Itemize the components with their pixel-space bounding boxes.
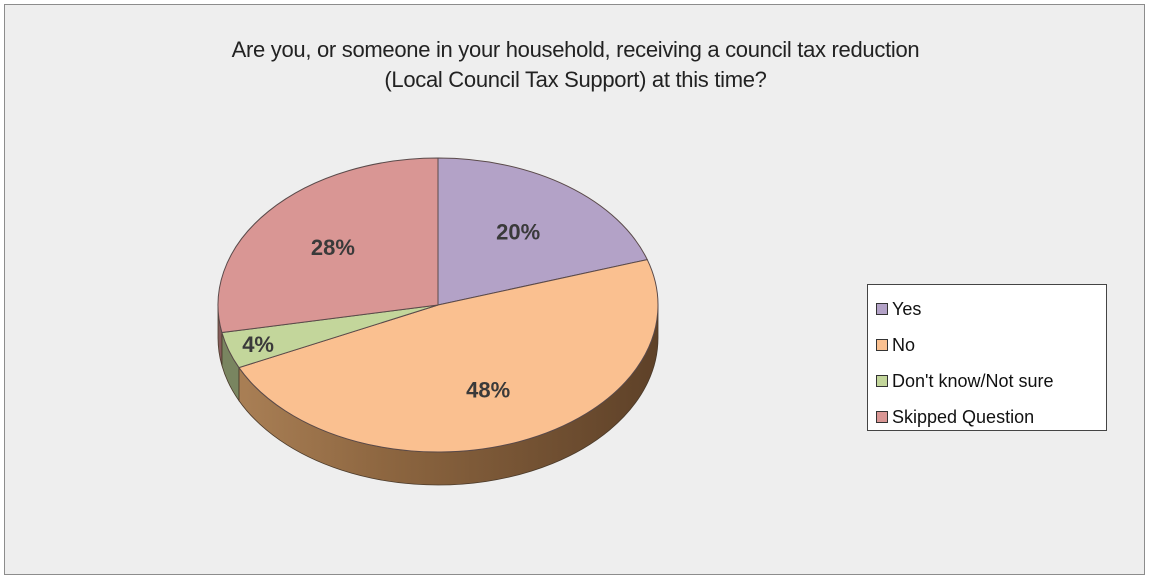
legend-label-skipped: Skipped Question bbox=[892, 406, 1035, 427]
legend-item-yes: Yes bbox=[876, 291, 1106, 327]
pie-labels-layer: 20% 48% 4% 28% bbox=[242, 219, 540, 402]
pie-slice-skipped bbox=[217, 157, 439, 334]
legend-label-dont-know: Don't know/Not sure bbox=[892, 370, 1054, 391]
legend-swatch-no bbox=[876, 339, 888, 351]
legend-swatch-yes bbox=[876, 303, 888, 315]
legend-label-no: No bbox=[892, 334, 916, 355]
pie-slice-yes bbox=[437, 157, 648, 306]
legend-swatch-dont-know bbox=[876, 375, 888, 387]
legend-item-dont-know: Don't know/Not sure bbox=[876, 363, 1106, 399]
data-label-yes: 20% bbox=[496, 219, 540, 244]
pie-slice-no bbox=[238, 259, 659, 453]
legend-swatch-skipped bbox=[876, 411, 888, 423]
data-label-skipped: 28% bbox=[311, 235, 355, 260]
chart-title: Are you, or someone in your household, r… bbox=[5, 35, 1146, 95]
chart-title-line-2: (Local Council Tax Support) at this time… bbox=[384, 67, 767, 92]
data-label-no: 48% bbox=[466, 378, 510, 403]
legend: Yes No Don't know/Not sure Skipped Quest… bbox=[867, 284, 1107, 431]
legend-label-yes: Yes bbox=[892, 298, 922, 319]
chart-title-line-1: Are you, or someone in your household, r… bbox=[231, 37, 920, 62]
legend-item-no: No bbox=[876, 327, 1106, 363]
chart-area: Are you, or someone in your household, r… bbox=[4, 4, 1145, 575]
legend-item-skipped: Skipped Question bbox=[876, 399, 1106, 435]
data-label-dont-know: 4% bbox=[242, 332, 274, 357]
pie-chart: 20% 48% 4% 28% bbox=[217, 157, 659, 486]
pie-top-layer bbox=[217, 157, 659, 453]
